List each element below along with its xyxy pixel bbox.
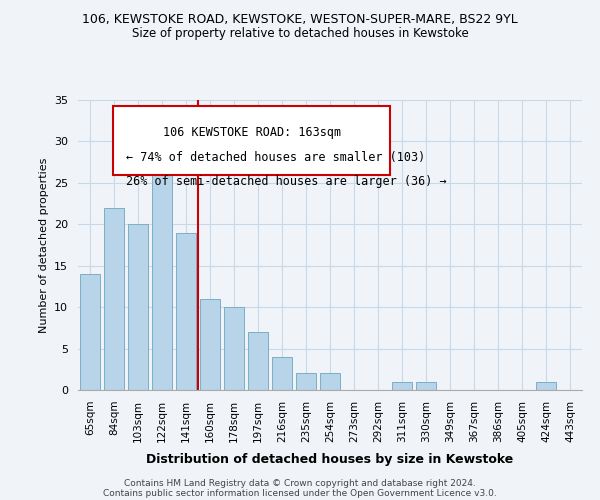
Text: Contains public sector information licensed under the Open Government Licence v3: Contains public sector information licen… [103, 488, 497, 498]
Bar [272, 357, 292, 390]
Bar [104, 208, 124, 390]
Text: ← 74% of detached houses are smaller (103): ← 74% of detached houses are smaller (10… [126, 151, 425, 164]
Bar [152, 174, 172, 390]
FancyBboxPatch shape [113, 106, 391, 176]
Bar [128, 224, 148, 390]
Bar [176, 232, 196, 390]
Text: 106, KEWSTOKE ROAD, KEWSTOKE, WESTON-SUPER-MARE, BS22 9YL: 106, KEWSTOKE ROAD, KEWSTOKE, WESTON-SUP… [82, 12, 518, 26]
Bar [248, 332, 268, 390]
Text: 26% of semi-detached houses are larger (36) →: 26% of semi-detached houses are larger (… [126, 176, 446, 188]
Bar [536, 382, 556, 390]
Text: Contains HM Land Registry data © Crown copyright and database right 2024.: Contains HM Land Registry data © Crown c… [124, 478, 476, 488]
Bar [416, 382, 436, 390]
X-axis label: Distribution of detached houses by size in Kewstoke: Distribution of detached houses by size … [146, 453, 514, 466]
Bar [80, 274, 100, 390]
Bar [224, 307, 244, 390]
Text: Size of property relative to detached houses in Kewstoke: Size of property relative to detached ho… [131, 28, 469, 40]
Bar [200, 299, 220, 390]
Bar [296, 374, 316, 390]
Text: 106 KEWSTOKE ROAD: 163sqm: 106 KEWSTOKE ROAD: 163sqm [163, 126, 341, 139]
Bar [392, 382, 412, 390]
Bar [320, 374, 340, 390]
Y-axis label: Number of detached properties: Number of detached properties [38, 158, 49, 332]
